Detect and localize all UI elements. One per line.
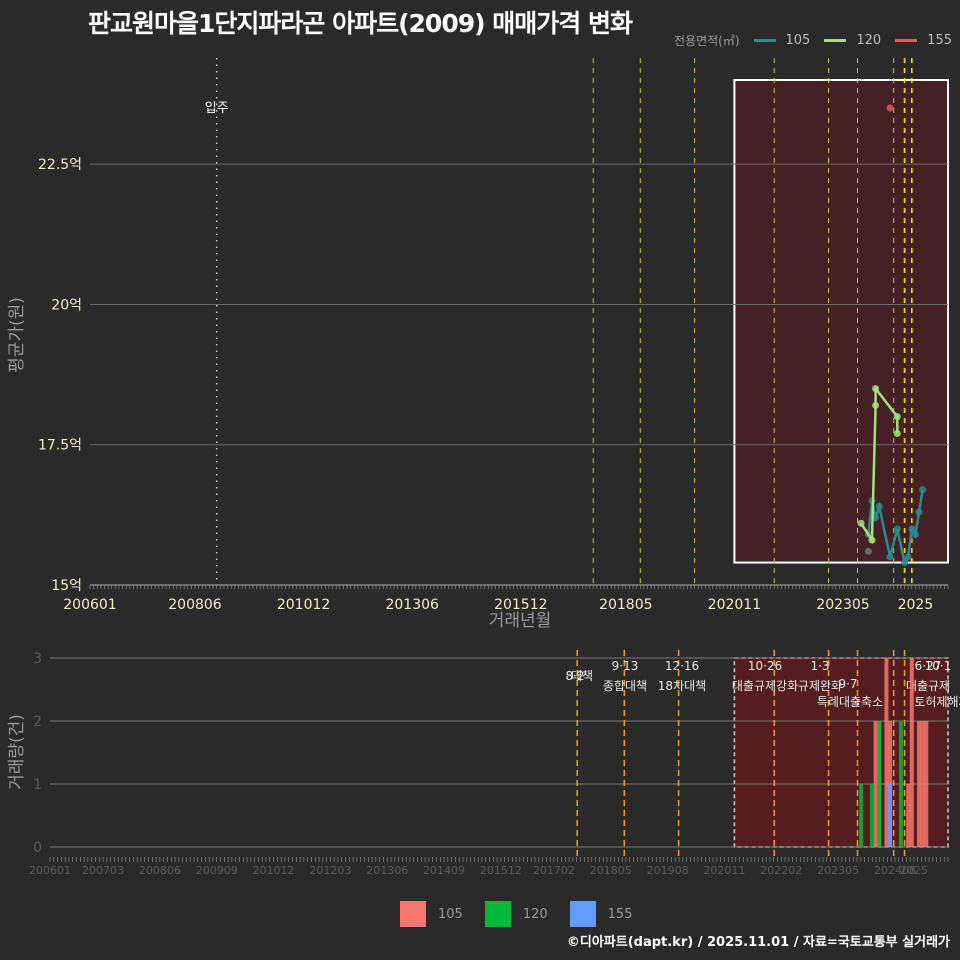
volume-x-tick-label: 201805 [590,864,632,877]
volume-bar-120 [859,784,863,847]
volume-bar-120 [870,784,874,847]
legend-box-120 [485,901,511,927]
policy-label: 토허제해제 [914,695,960,709]
volume-y-tick: 3 [33,651,42,667]
volume-bar-120 [877,721,881,847]
volume-y-tick: 1 [33,777,42,793]
volume-x-tick-label: 201012 [253,864,295,877]
volume-x-tick-label: 202305 [817,864,859,877]
x-tick-label: 202305 [816,597,869,613]
policy-label: 종합대책 [603,678,647,693]
volume-bar-105 [910,658,914,847]
policy-date: 9·13 [612,659,639,673]
x-tick-label: 202011 [708,597,761,613]
volume-bar-105 [917,721,921,847]
volume-y-axis-title: 거래량(건) [7,714,27,790]
x-tick-label: 201805 [599,597,652,613]
x-tick-label: 200601 [63,597,116,613]
volume-x-tick-label: 202011 [703,864,745,877]
x-axis-title: 거래년월 [489,611,552,631]
price-point-105 [894,525,901,532]
y-tick-label: 20억 [51,297,82,313]
x-tick-label: 2025 [898,597,934,613]
x-tick-label: 200806 [168,597,222,613]
price-point-105 [876,503,883,510]
volume-x-tick-label: 201203 [309,864,351,877]
policy-label: 특례대출축소 [817,695,883,709]
volume-legend: 105 120 155 [400,901,640,927]
policy-date: 1·3 [810,659,829,673]
volume-x-tick-label: 201306 [366,864,408,877]
source-footer: ©디아파트(dapt.kr) / 2025.11.01 / 자료=국토교통부 실… [567,931,950,950]
price-point-155 [887,105,894,112]
volume-bar-105 [884,658,888,847]
policy-date: 9·7 [838,677,857,691]
volume-bar-155 [888,784,892,847]
policy-label: 대책 [571,668,593,683]
volume-y-tick: 2 [33,714,42,730]
price-point-120 [894,430,901,437]
y-tick-label: 17.5억 [38,438,82,454]
volume-bar-105 [906,784,910,847]
policy-label: 18차대책 [658,678,706,693]
chart-canvas: 15억 17.5억 20억 22.5억 200601 200806 201012 201306… [0,0,960,960]
volume-x-tick-label: 2025 [900,864,928,877]
price-point-105 [887,553,894,560]
legend-box-155 [570,901,596,927]
volume-bar-120 [899,721,903,847]
price-point-120 [872,385,879,392]
price-point-105 [919,486,926,493]
volume-x-tick-label: 200601 [29,864,71,877]
volume-x-tick-label: 201512 [480,864,522,877]
y-axis-title: 평균가(원) [7,297,27,373]
price-point-120 [894,413,901,420]
price-point-105 [912,531,919,538]
legend-text-155: 155 [608,907,633,922]
highlight-box [734,80,948,563]
price-point-105 [905,553,912,560]
price-point-105 [916,509,923,516]
volume-x-tick-label: 200806 [139,864,181,877]
legend-text-105: 105 [438,907,463,922]
price-point-120 [868,537,875,544]
volume-x-tick-label: 201409 [423,864,465,877]
x-tick-label: 201306 [385,597,439,613]
legend-item-120: 120 [485,901,548,927]
policy-date: 10·1 [925,659,952,673]
volume-x-tick-label: 200909 [196,864,238,877]
volume-bar-105 [921,721,925,847]
policy-label: 규제완화 [798,679,842,693]
volume-bar-105 [924,721,928,847]
legend-box-105 [400,901,426,927]
y-tick-label: 22.5억 [38,157,82,173]
volume-y-tick: 0 [33,840,42,856]
legend-item-105: 105 [400,901,463,927]
x-tick-label: 201012 [277,597,330,613]
policy-date: 12·16 [665,659,699,673]
legend-item-155: 155 [570,901,633,927]
y-tick-label: 15억 [51,578,82,594]
volume-x-tick-label: 202202 [760,864,802,877]
volume-x-tick-label: 200703 [82,864,124,877]
volume-x-tick-label: 201702 [533,864,575,877]
price-point-other [865,548,872,555]
price-point-120 [858,520,865,527]
policy-label: 대출규제강화 [732,679,798,693]
price-point-120 [872,402,879,409]
move-in-label: 입주 [205,101,229,116]
legend-text-120: 120 [523,907,548,922]
volume-bar-105 [874,721,878,847]
volume-x-tick-label: 201908 [647,864,689,877]
policy-date: 10·26 [748,659,782,673]
